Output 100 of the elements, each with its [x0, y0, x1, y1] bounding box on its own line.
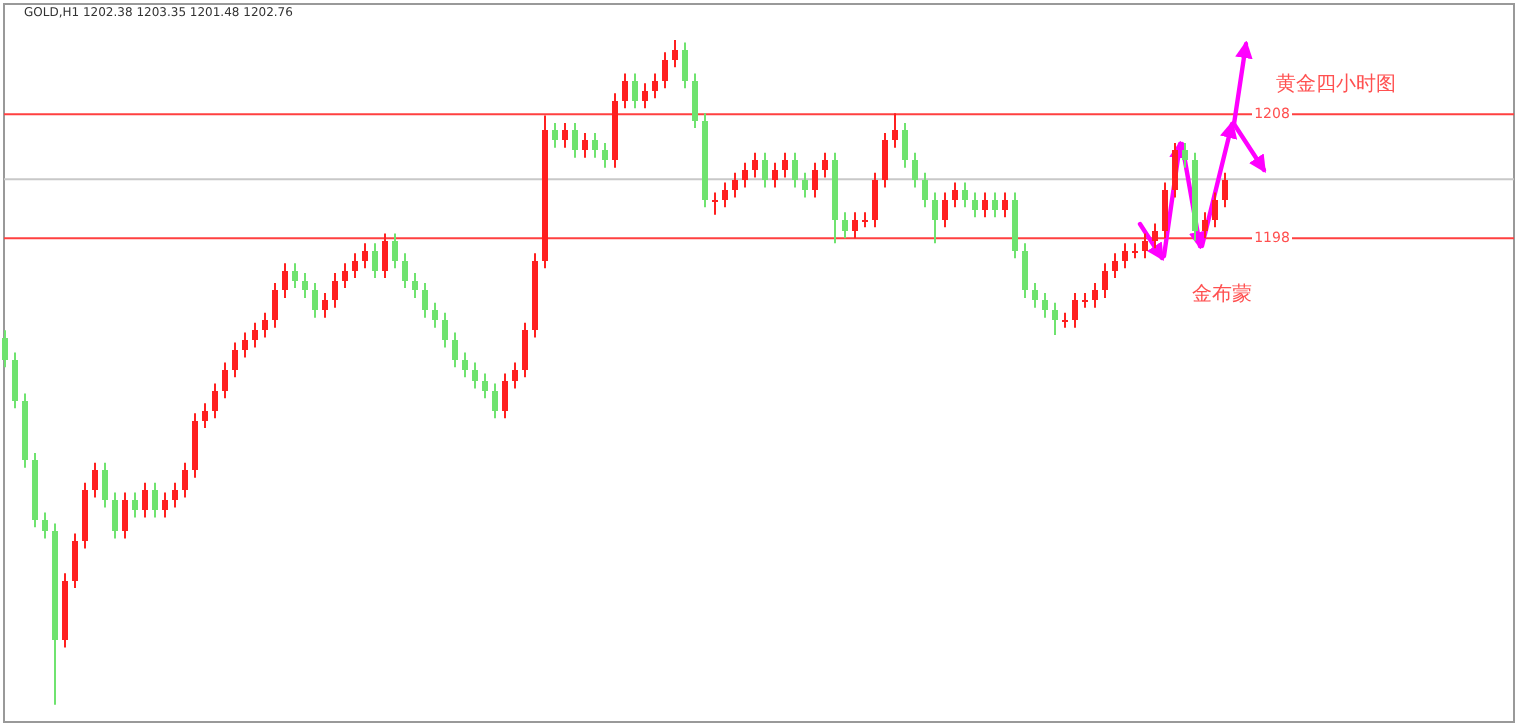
candlestick	[322, 291, 328, 319]
candlestick	[412, 272, 418, 299]
candlestick	[922, 171, 928, 209]
candlestick	[352, 252, 358, 280]
candlestick	[952, 181, 958, 209]
candlestick	[522, 321, 528, 379]
candlestick	[912, 151, 918, 189]
candlestick	[142, 481, 148, 519]
candlestick	[792, 151, 798, 189]
candlestick	[422, 282, 428, 319]
candlestick	[712, 191, 718, 216]
candlestick	[262, 311, 268, 339]
candlestick	[722, 181, 728, 209]
candlestick	[342, 262, 348, 289]
candlestick	[872, 171, 878, 229]
candlestick	[482, 372, 488, 400]
candlestick	[672, 38, 678, 69]
candlestick	[212, 382, 218, 420]
candlestick	[382, 232, 388, 280]
candlestick	[1112, 252, 1118, 280]
candlestick	[662, 51, 668, 90]
candlestick	[632, 72, 638, 110]
candlestick	[312, 282, 318, 319]
candlestick	[972, 191, 978, 219]
candlestick	[222, 361, 228, 400]
candlestick	[742, 161, 748, 189]
candlestick	[772, 161, 778, 189]
candlestick	[122, 491, 128, 540]
candlestick	[512, 361, 518, 390]
candlestick	[202, 402, 208, 430]
candlestick	[602, 141, 608, 169]
candlestick	[942, 191, 948, 229]
candlestick	[402, 252, 408, 289]
candlestick	[692, 72, 698, 130]
candlestick	[642, 82, 648, 110]
candlestick	[232, 341, 238, 379]
candlestick	[882, 131, 888, 189]
candlestick	[932, 191, 938, 245]
candlestick	[592, 131, 598, 159]
candlestick	[162, 491, 168, 519]
candlestick	[572, 122, 578, 159]
candlestick	[432, 301, 438, 329]
candlestick	[732, 171, 738, 199]
candlestick	[102, 461, 108, 509]
candlestick	[132, 491, 138, 519]
candlestick	[392, 232, 398, 270]
candlestick	[552, 122, 558, 149]
candlestick	[1072, 291, 1078, 329]
candlestick	[2, 329, 8, 369]
candlestick	[72, 532, 78, 590]
candlestick	[842, 211, 848, 240]
candlestick	[802, 171, 808, 199]
text: 黄金四小时图	[1276, 72, 1396, 96]
candlestick	[472, 361, 478, 390]
candlestick	[682, 41, 688, 90]
candlestick	[852, 211, 858, 240]
candlestick	[42, 511, 48, 540]
candlestick	[822, 151, 828, 179]
candlestick	[652, 72, 658, 100]
annotation: 金布蒙	[1192, 282, 1252, 306]
candlestick	[1022, 242, 1028, 299]
candlestick	[1102, 262, 1108, 299]
candlestick	[12, 351, 18, 410]
candlestick	[782, 151, 788, 179]
candlestick	[1142, 232, 1148, 260]
candlestick	[1002, 191, 1008, 219]
candlestick	[992, 191, 998, 219]
candlestick	[462, 351, 468, 379]
candlestick	[962, 181, 968, 209]
candlestick	[452, 331, 458, 369]
candlestick	[1042, 291, 1048, 319]
candlestick	[1032, 282, 1038, 309]
candlestick	[982, 191, 988, 219]
candlestick	[1052, 301, 1058, 337]
candlestick	[252, 321, 258, 349]
candlestick	[1122, 242, 1128, 270]
candlestick	[182, 461, 188, 499]
candlestick	[902, 122, 908, 169]
candlestick	[892, 112, 898, 149]
candlestick	[1092, 282, 1098, 309]
candlestick	[362, 242, 368, 270]
candlestick	[812, 161, 818, 199]
candlestick	[92, 461, 98, 499]
candlestick	[172, 481, 178, 509]
candlestick	[442, 311, 448, 349]
candlestick	[622, 72, 628, 110]
candlestick	[492, 382, 498, 420]
candlestick	[1152, 222, 1158, 250]
candlestick	[502, 372, 508, 420]
candlestick	[582, 131, 588, 159]
candlestick	[152, 481, 158, 519]
candlestick	[282, 262, 288, 299]
candlestick	[292, 262, 298, 289]
candlestick	[112, 491, 118, 540]
candlestick	[242, 331, 248, 359]
candlestick	[272, 282, 278, 329]
candlestick	[562, 122, 568, 149]
candlestick	[752, 151, 758, 179]
candlestick	[302, 272, 308, 299]
candlestick	[372, 242, 378, 280]
